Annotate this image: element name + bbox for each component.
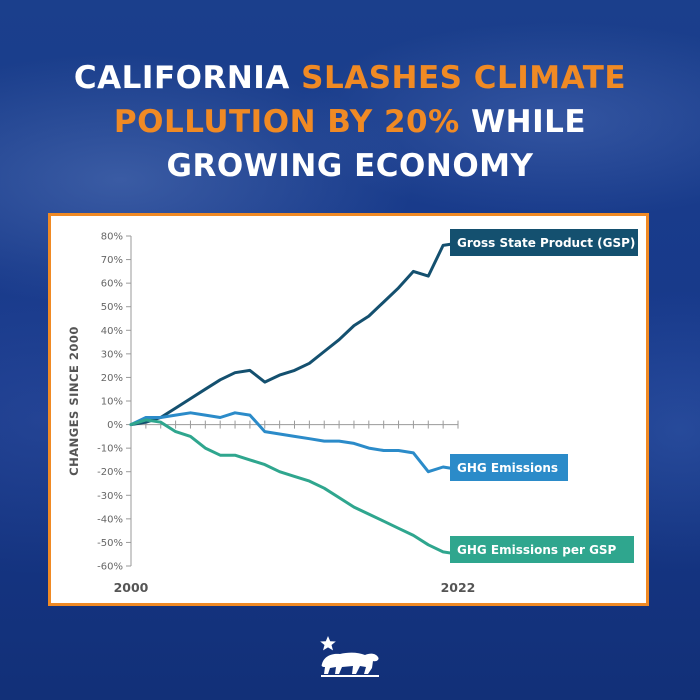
y-tick-label: -20% <box>97 467 123 478</box>
legend-label-ghg-per-gsp: GHG Emissions per GSP <box>457 543 617 557</box>
y-tick-label: 50% <box>101 302 123 313</box>
legend-box-ghg-per-gsp <box>450 536 634 563</box>
legend-box-gsp <box>450 229 638 256</box>
y-tick-label: 70% <box>101 255 123 266</box>
legend-label-ghg: GHG Emissions <box>457 461 558 475</box>
series-line-ghg-per-gsp <box>129 418 460 556</box>
legend-box-ghg <box>450 454 568 481</box>
y-tick-label: 20% <box>101 373 123 384</box>
headline-highlight-text: Pollution by 20% <box>113 104 460 140</box>
y-tick-label: -60% <box>97 562 123 573</box>
headline-white-text: While <box>470 104 587 140</box>
california-bear-star-icon <box>320 636 379 677</box>
headline-line-2: Pollution by 20% While <box>0 100 700 144</box>
y-tick-label: -10% <box>97 444 123 455</box>
y-axis-label: CHANGES SINCE 2000 <box>67 326 81 476</box>
series-line-ghg <box>129 411 460 474</box>
y-tick-label: 10% <box>101 397 123 408</box>
y-tick-label: -40% <box>97 514 123 525</box>
headline-line-3: Growing Economy <box>0 144 700 188</box>
y-tick-label: -50% <box>97 538 123 549</box>
headline-white-text: California <box>73 60 290 96</box>
y-tick-label: -30% <box>97 491 123 502</box>
line-chart: 80% 70% 60% 50% 40% 30% 20% 10% 0% -10% -20% -30% -4… <box>67 229 638 595</box>
x-tick-label: 2000 <box>114 580 149 595</box>
y-tick-label: 0% <box>107 420 123 431</box>
series-line-gsp <box>129 241 460 427</box>
headline: California Slashes Climate Pollution by … <box>0 56 700 188</box>
headline-highlight-text: Slashes Climate <box>301 60 627 96</box>
x-tick-label: 2022 <box>441 580 476 595</box>
y-tick-label: 60% <box>101 279 123 290</box>
y-tick-label: 80% <box>101 232 123 243</box>
headline-white-text: Growing Economy <box>166 148 534 184</box>
y-tick-label: 30% <box>101 349 123 360</box>
headline-line-1: California Slashes Climate <box>0 56 700 100</box>
y-tick-label: 40% <box>101 326 123 337</box>
legend-label-gsp: Gross State Product (GSP) <box>457 236 635 250</box>
